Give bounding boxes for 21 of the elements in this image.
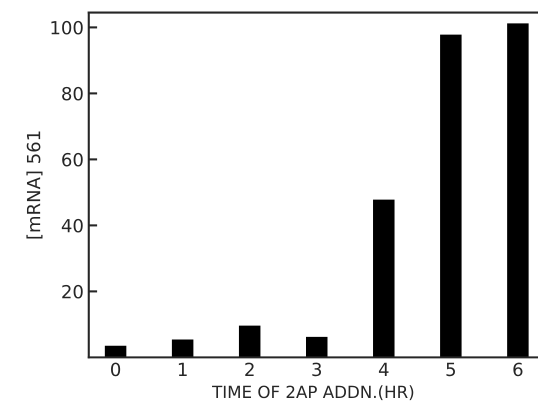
bar [507, 23, 529, 358]
x-tick-label: 3 [312, 362, 322, 376]
bar [373, 200, 395, 358]
bar [172, 340, 194, 358]
y-tick-label: 100 [51, 20, 83, 35]
x-tick-label: 4 [378, 362, 389, 376]
x-tick-label: 1 [178, 362, 187, 376]
bar [440, 34, 462, 358]
x-tick-label: 2 [245, 362, 254, 376]
x-tick-label: 6 [513, 362, 522, 376]
x-axis-title: TIME OF 2AP ADDN.(HR) [212, 385, 414, 400]
y-tick-label: 60 [62, 152, 83, 167]
y-axis-title: [mRNA] 561 [26, 131, 43, 239]
bar [306, 336, 328, 358]
y-tick-label: 80 [62, 86, 83, 101]
x-tick-label: 5 [446, 362, 456, 376]
y-tick-label: 20 [62, 284, 83, 299]
bar [238, 326, 260, 358]
x-tick-label: 0 [111, 362, 120, 376]
bar [104, 346, 126, 358]
y-tick-label: 40 [62, 218, 83, 233]
